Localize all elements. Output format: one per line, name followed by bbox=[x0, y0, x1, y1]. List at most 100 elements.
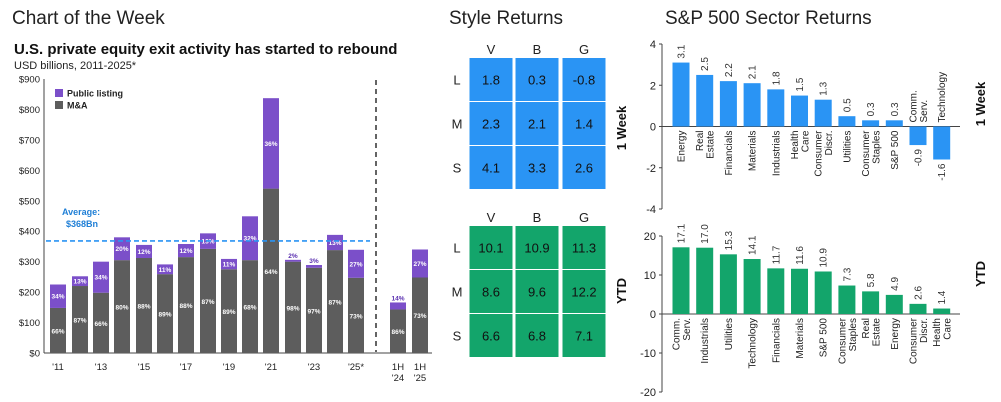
sector-week-y-tick-label: -2 bbox=[646, 163, 656, 175]
sector-ytd-category-label-line1: Consumer bbox=[909, 317, 920, 364]
pe-bar-public bbox=[285, 259, 301, 262]
sector-week-bar bbox=[719, 81, 737, 127]
pe-share-label-ma: 87% bbox=[201, 299, 214, 306]
style-cell-value: 0.3 bbox=[528, 73, 546, 88]
style-week-label: 1 Week bbox=[614, 105, 629, 150]
sector-ytd-value-label: 11.6 bbox=[795, 246, 806, 265]
style-cell-value: 4.1 bbox=[482, 161, 500, 176]
sector-week-period-label: 1 Week bbox=[973, 81, 988, 126]
sector-ytd-y-tick-label: -20 bbox=[640, 387, 656, 399]
style-row-header: M bbox=[452, 285, 463, 300]
sector-ytd-bar bbox=[719, 254, 737, 314]
sector-ytd-value-label: 5.8 bbox=[866, 273, 877, 287]
sector-ytd-value-label: 14.1 bbox=[748, 235, 759, 255]
style-cell bbox=[562, 314, 606, 357]
pe-share-label-public: 20% bbox=[115, 246, 128, 253]
pe-bar-ma bbox=[221, 269, 237, 353]
pe-y-tick-label: $200 bbox=[19, 288, 40, 299]
pe-y-tick-label: $300 bbox=[19, 257, 40, 268]
style-cell bbox=[562, 270, 606, 313]
pe-share-label-public: 27% bbox=[349, 261, 362, 268]
style-cell-value: 1.8 bbox=[482, 73, 500, 88]
pe-share-label-ma: 88% bbox=[137, 304, 150, 311]
pe-bar-public bbox=[348, 249, 364, 278]
style-cell bbox=[515, 146, 559, 189]
sector-ytd-category-label-line1: Real bbox=[861, 318, 872, 339]
pe-share-label-ma: 87% bbox=[73, 318, 86, 325]
pe-chart-title: U.S. private equity exit activity has st… bbox=[14, 41, 398, 58]
style-cell bbox=[469, 146, 513, 189]
sector-ytd-value-label: 17.1 bbox=[677, 223, 688, 243]
sector-week-bar bbox=[743, 83, 761, 127]
pe-bar-public bbox=[72, 276, 88, 287]
sector-week-category-label-line2: Discr. bbox=[824, 131, 835, 156]
pe-y-tick-label: $100 bbox=[19, 318, 40, 329]
style-cell-value: 3.3 bbox=[528, 161, 546, 176]
page-title: Chart of the Week bbox=[12, 8, 165, 29]
sector-week-value-label: 0.3 bbox=[890, 102, 901, 116]
pe-bar-public bbox=[412, 249, 428, 278]
style-returns-title: Style Returns bbox=[449, 8, 564, 29]
sector-week-value-label: 2.1 bbox=[748, 65, 759, 79]
sector-ytd-category-label: Technology bbox=[748, 318, 759, 369]
pe-share-label-ma: 98% bbox=[286, 305, 299, 312]
sector-week-bar bbox=[933, 126, 951, 160]
style-cell-value: 2.6 bbox=[575, 161, 593, 176]
sector-ytd-category-label: S&P 500 bbox=[819, 318, 830, 358]
style-row-header: M bbox=[452, 117, 463, 132]
pe-bar-ma bbox=[242, 260, 258, 353]
pe-legend-swatch-public bbox=[55, 89, 63, 97]
pe-bar-public bbox=[136, 244, 152, 259]
sector-ytd-value-label: 10.9 bbox=[819, 248, 830, 268]
sector-ytd-bar bbox=[672, 247, 690, 314]
pe-bar-ma bbox=[348, 277, 364, 353]
sector-ytd-value-label: 15.3 bbox=[724, 230, 735, 250]
pe-share-label-public: 11% bbox=[223, 262, 236, 269]
style-cell-value: 2.3 bbox=[482, 117, 500, 132]
sector-week-bar bbox=[885, 120, 903, 127]
style-cell bbox=[515, 102, 559, 145]
pe-bar-ma bbox=[178, 257, 194, 353]
pe-bar-public bbox=[306, 265, 322, 268]
sector-week-category-label-line1: Comm. bbox=[909, 90, 920, 122]
sector-ytd-bar bbox=[743, 259, 761, 314]
sector-week-y-tick-label: 0 bbox=[650, 122, 656, 134]
style-col-header: G bbox=[579, 210, 589, 225]
sector-ytd-value-label: 4.9 bbox=[890, 277, 901, 291]
style-row-header: S bbox=[453, 329, 462, 344]
style-cell bbox=[515, 58, 559, 101]
style-cell bbox=[469, 270, 513, 313]
sector-ytd-bar bbox=[885, 294, 903, 314]
pe-bar-ma bbox=[114, 260, 130, 353]
sector-ytd-category-label: Energy bbox=[890, 318, 901, 350]
pe-share-label-ma: 73% bbox=[413, 313, 426, 320]
sector-ytd-category-label-line2: Care bbox=[943, 318, 954, 340]
style-cell bbox=[562, 226, 606, 269]
sector-returns-title: S&P 500 Sector Returns bbox=[665, 8, 872, 29]
pe-x-tick-label: '23 bbox=[308, 362, 320, 373]
pe-share-label-ma: 88% bbox=[179, 303, 192, 310]
sector-week-y-tick-label: -4 bbox=[646, 204, 656, 216]
pe-share-label-public: 32% bbox=[243, 236, 256, 243]
style-col-header: B bbox=[533, 210, 542, 225]
sector-week-bar bbox=[909, 126, 927, 146]
style-row-header: S bbox=[453, 161, 462, 176]
sector-week-category-label-line1: Consumer bbox=[814, 130, 825, 177]
sector-week-value-label: 1.5 bbox=[795, 77, 806, 91]
sector-ytd-category-label: Financials bbox=[771, 318, 782, 363]
sector-week-category-label: Utilities bbox=[842, 131, 853, 163]
pe-share-label-public: 3% bbox=[309, 258, 319, 265]
sector-ytd-category-label-line2: Staples bbox=[848, 318, 859, 351]
pe-bar-public bbox=[114, 237, 130, 261]
sector-ytd-category-label-line1: Consumer bbox=[837, 317, 848, 364]
sector-ytd-bar bbox=[838, 285, 856, 314]
sector-week-value-label: 1.8 bbox=[771, 71, 782, 85]
sector-week-bar bbox=[838, 116, 856, 127]
pe-share-label-public: 11% bbox=[159, 267, 172, 274]
sector-ytd-value-label: 2.6 bbox=[914, 286, 925, 300]
pe-share-label-ma: 68% bbox=[243, 305, 256, 312]
style-cell-value: 10.9 bbox=[524, 241, 549, 256]
sector-week-category-label-line1: Real bbox=[695, 131, 706, 152]
sector-week-category-label-line2: Estate bbox=[706, 130, 717, 159]
